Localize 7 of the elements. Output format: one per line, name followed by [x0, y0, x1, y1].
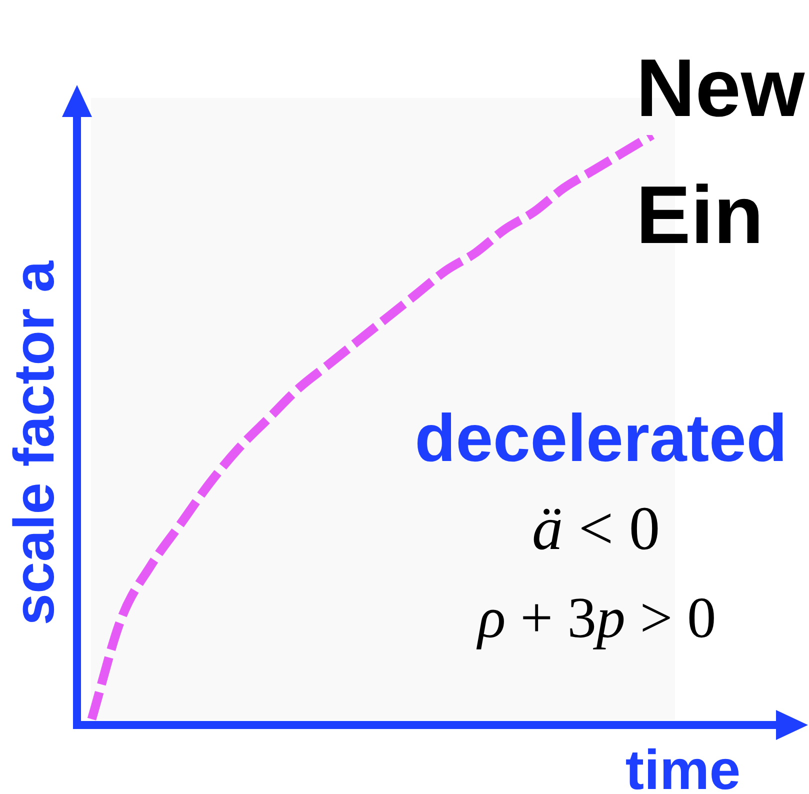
annotation: decelerated — [414, 401, 788, 476]
text: New — [636, 43, 805, 134]
annotation: ρ + 3p > 0 — [478, 585, 716, 650]
annotation: ä < 0 — [532, 495, 660, 563]
annotation: Ein — [636, 170, 764, 261]
y-axis-title: scale factor a — [2, 260, 66, 626]
x-axis-title: time — [625, 738, 741, 794]
